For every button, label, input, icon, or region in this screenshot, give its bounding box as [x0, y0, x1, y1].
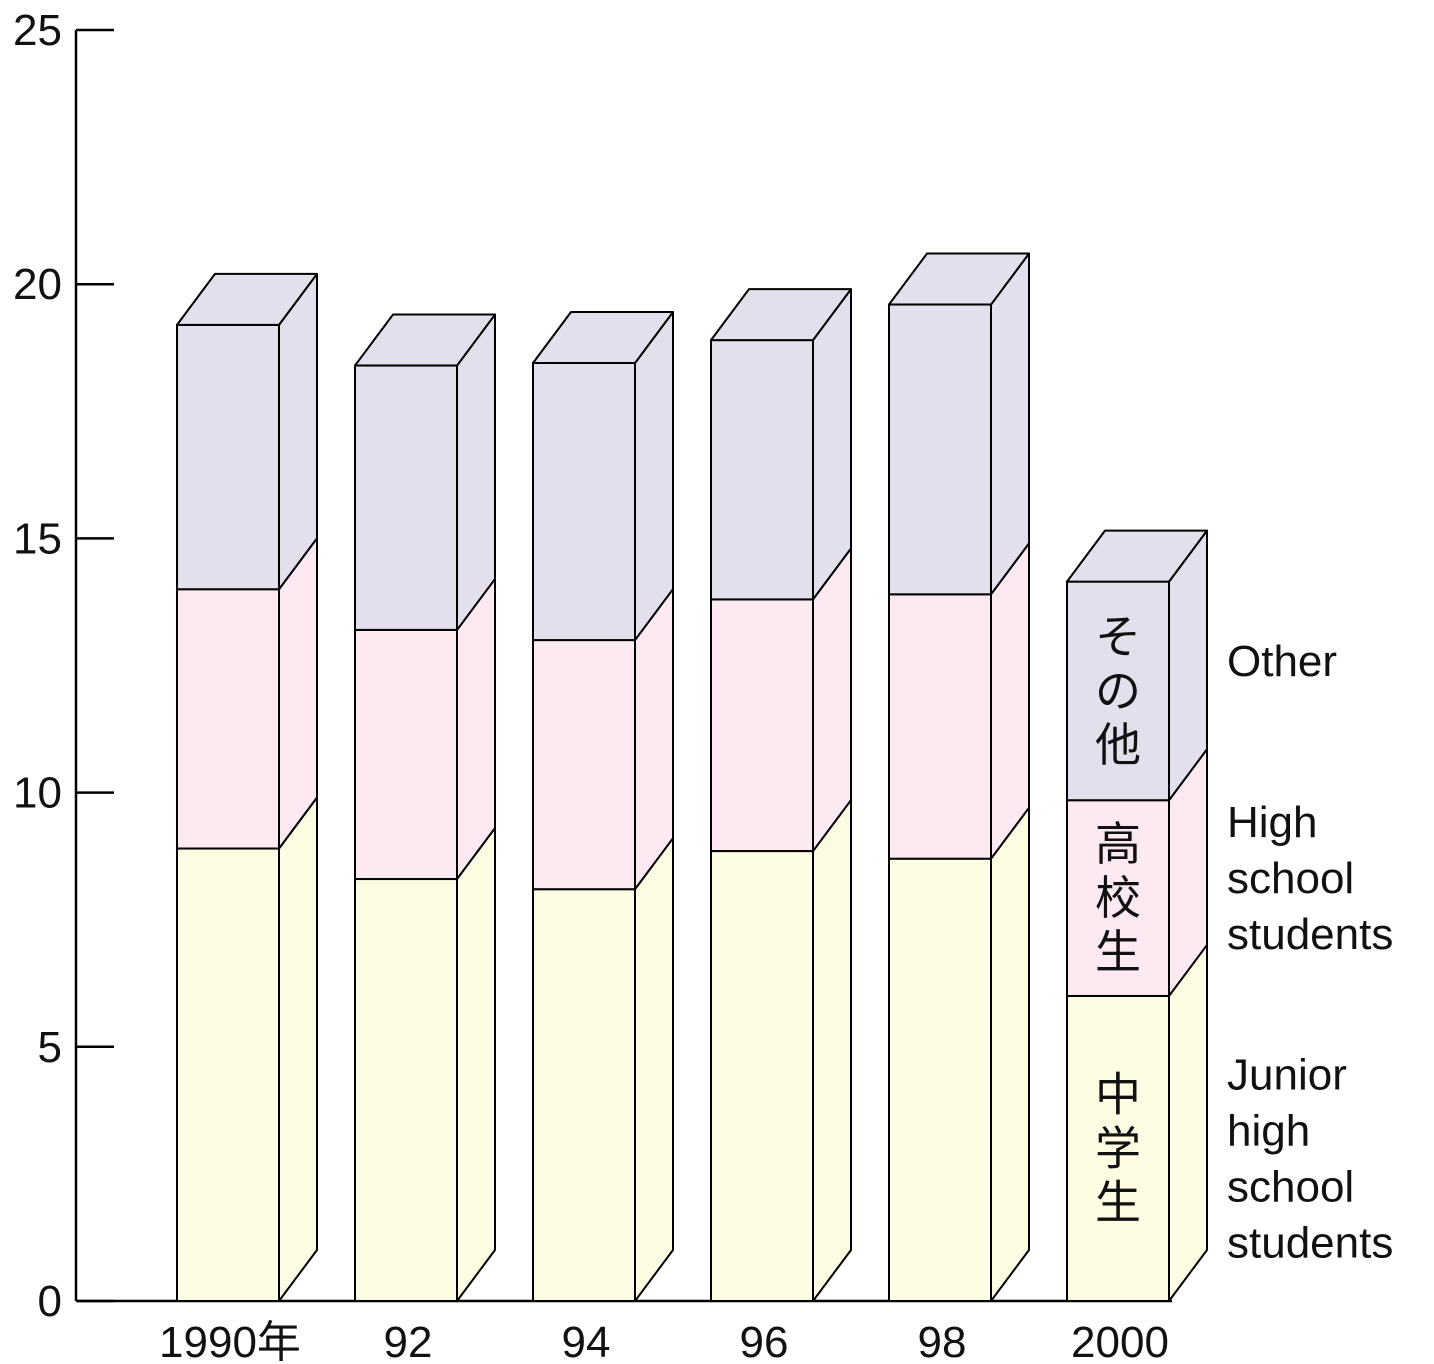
bar-front-face	[354, 878, 458, 1302]
bar-front-face	[532, 639, 636, 891]
bar-side-face	[278, 537, 318, 850]
bar-side-face	[456, 827, 496, 1302]
bar-segment-junior-high	[176, 796, 318, 1302]
bar-top-face	[710, 288, 852, 342]
legend-label-line: school	[1227, 854, 1354, 903]
legend-label-line: school	[1227, 1162, 1354, 1211]
y-ticks: 0 5 10 15 20 25	[13, 6, 114, 1326]
bar-front-face	[354, 364, 458, 631]
x-tick-label: 98	[918, 1318, 967, 1364]
legend-label-line: Junior	[1227, 1050, 1347, 1099]
series-label-jp: そ	[1095, 610, 1141, 664]
bar-segment-other	[176, 272, 318, 591]
bar-top-face	[1066, 529, 1208, 583]
bar-front-face	[888, 857, 992, 1303]
series-label-jp: 高	[1095, 817, 1141, 871]
legend-label-line: students	[1227, 1218, 1393, 1267]
y-tick-label: 15	[13, 514, 62, 563]
bar-side-face	[278, 272, 318, 591]
x-tick-label: 92	[384, 1318, 433, 1364]
bar-segment-other	[354, 313, 496, 631]
bar-side-face	[812, 799, 852, 1302]
bar-side-face	[634, 311, 674, 642]
bar-front-face	[888, 593, 992, 860]
series-label-jp: 学	[1095, 1121, 1141, 1175]
bar-segment-junior-high	[532, 837, 674, 1302]
bar-segment-high-school	[354, 577, 496, 881]
bar-top-face	[888, 252, 1030, 306]
bar-front-face	[532, 362, 636, 642]
bar-segment-junior-high: 中学生	[1066, 943, 1208, 1303]
legend-label-line: high	[1227, 1106, 1310, 1155]
legend-label-line: Other	[1227, 637, 1337, 686]
bar-side-face	[990, 252, 1030, 596]
bar-segment-other	[710, 288, 852, 601]
bar-side-face	[1168, 943, 1208, 1302]
bar-front-face	[710, 598, 814, 853]
bar-front-face	[176, 847, 280, 1302]
legend-label-line: students	[1227, 910, 1393, 959]
x-tick-label: 94	[562, 1318, 611, 1364]
series-label-jp: の	[1095, 664, 1141, 718]
bar-side-face	[990, 806, 1030, 1302]
x-tick-label: 2000	[1071, 1318, 1169, 1364]
series-label-jp: 他	[1095, 718, 1141, 772]
bar-front-face	[710, 339, 814, 601]
y-tick-label: 25	[13, 6, 62, 55]
y-tick-label: 0	[38, 1277, 62, 1326]
series-label-jp: 生	[1095, 925, 1141, 979]
bar-side-face	[812, 547, 852, 853]
bar-front-face	[176, 323, 280, 591]
bar-front-face	[532, 888, 636, 1302]
bar-segment-junior-high	[354, 827, 496, 1302]
bar-side-face	[634, 837, 674, 1302]
bar-top-face	[354, 313, 496, 367]
bar-front-face	[1066, 580, 1170, 802]
bar-segment-other	[888, 252, 1030, 596]
x-tick-label: 1990年	[159, 1318, 301, 1364]
x-tick-label: 96	[740, 1318, 789, 1364]
bar-front-face	[176, 588, 280, 850]
legend-label-line: High	[1227, 798, 1318, 847]
bar-front-face	[710, 850, 814, 1302]
legend: Junior high school students High school studen…	[1227, 637, 1393, 1268]
y-tick-label: 10	[13, 769, 62, 818]
bar-segment-high-school	[176, 537, 318, 850]
bar-side-face	[456, 313, 496, 631]
legend-label: Junior high school students	[1227, 1050, 1393, 1267]
bar-front-face	[354, 628, 458, 881]
bar-side-face	[278, 796, 318, 1302]
bar-segment-high-school	[532, 588, 674, 891]
bar-top-face	[532, 311, 674, 365]
bar-side-face	[990, 542, 1030, 860]
bar-segment-other: その他	[1066, 529, 1208, 802]
bar-front-face	[888, 303, 992, 596]
bar-segment-junior-high	[888, 806, 1030, 1303]
series-label-jp: 生	[1095, 1175, 1141, 1229]
bar-segment-junior-high	[710, 799, 852, 1302]
bar-top-face	[176, 272, 318, 326]
series-label-jp: 中	[1095, 1067, 1141, 1121]
bar-side-face	[812, 288, 852, 601]
legend-label: High school students	[1227, 798, 1393, 959]
series-label-jp: 校	[1095, 871, 1141, 925]
y-tick-label: 20	[13, 260, 62, 309]
bar-segment-other	[532, 311, 674, 642]
legend-label: Other	[1227, 637, 1337, 686]
x-labels: 1990年 92 94 96 98 2000	[159, 1318, 1169, 1364]
bar-segment-high-school: 高校生	[1066, 748, 1208, 997]
y-tick-label: 5	[38, 1023, 62, 1072]
bar-segment-high-school	[710, 547, 852, 853]
